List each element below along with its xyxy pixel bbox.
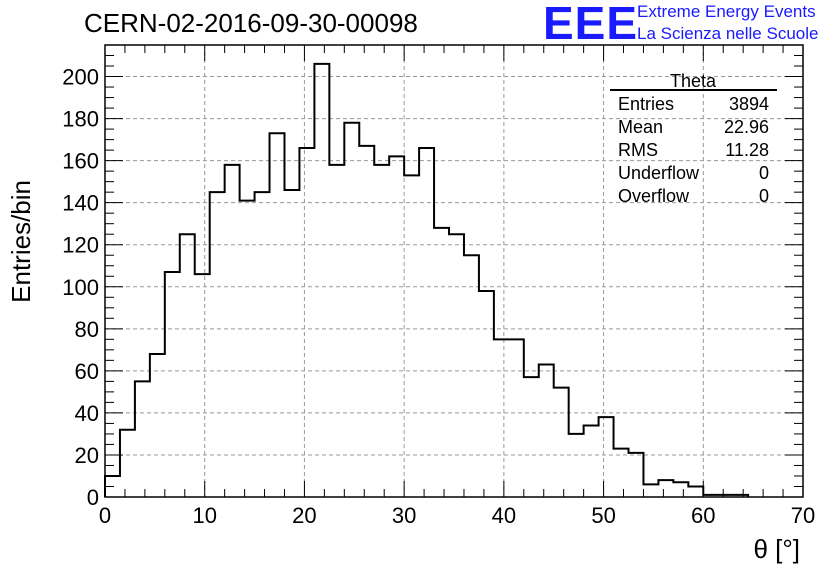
eee-logo: EEE (543, 0, 639, 49)
histogram-bin (359, 146, 374, 497)
histogram-bin (105, 476, 120, 497)
stats-row-value: 0 (759, 163, 769, 183)
x-tick-label: 30 (392, 503, 416, 528)
histogram-bin (524, 377, 539, 497)
histogram-bin (210, 192, 225, 497)
histogram-bin (449, 234, 464, 497)
histogram-bin (299, 148, 314, 497)
histogram-bin (539, 365, 554, 497)
stats-row-label: Mean (618, 117, 663, 137)
stats-box-title: Theta (670, 71, 717, 91)
x-tick-label: 70 (791, 503, 815, 528)
histogram-bin (554, 388, 569, 497)
stats-row-label: Entries (618, 94, 674, 114)
histogram-outline (104, 62, 750, 497)
histogram-bin (374, 165, 389, 497)
histogram-bin (180, 234, 195, 497)
histogram-bin (255, 192, 270, 497)
histogram-bin (688, 486, 703, 497)
y-tick-label: 100 (62, 275, 99, 300)
histogram-bin (643, 484, 658, 497)
histogram-bin (419, 148, 434, 497)
y-tick-label: 160 (62, 149, 99, 174)
histogram-bin (479, 291, 494, 497)
histogram-bin (240, 201, 255, 497)
stats-row-label: Overflow (618, 186, 690, 206)
x-tick-label: 60 (691, 503, 715, 528)
histogram-bin (614, 449, 629, 497)
histogram-bin (284, 190, 299, 497)
histogram-bin (314, 64, 329, 497)
y-axis-label: Entries/bin (6, 180, 36, 303)
histogram-bin (404, 175, 419, 497)
y-tick-label: 80 (75, 317, 99, 342)
tick-labels: 0 10 20 30 40 50 60 70 0 20 40 60 80 100 120 140 160 180 2… (62, 65, 815, 528)
x-tick-label: 50 (591, 503, 615, 528)
y-tick-label: 20 (75, 443, 99, 468)
histogram-bin (135, 381, 150, 497)
y-tick-label: 60 (75, 359, 99, 384)
histogram-bin (195, 274, 210, 497)
histogram-bin (270, 133, 285, 497)
x-tick-label: 0 (99, 503, 111, 528)
x-tick-label: 40 (492, 503, 516, 528)
axes-frame (104, 44, 804, 498)
histogram-bin (464, 255, 479, 497)
histogram-bin (599, 417, 614, 497)
y-tick-label: 200 (62, 65, 99, 90)
logo-line-1: Extreme Energy Events (637, 2, 816, 21)
x-axis-label: θ [°] (753, 534, 800, 564)
histogram-bin (120, 430, 135, 497)
histogram-bin (673, 482, 688, 497)
run-title: CERN-02-2016-09-30-00098 (84, 8, 418, 38)
histogram-bin (434, 228, 449, 497)
stats-row-value: 22.96 (724, 117, 769, 137)
stats-row-value: 3894 (729, 94, 769, 114)
y-tick-label: 180 (62, 107, 99, 132)
x-tick-label: 10 (192, 503, 216, 528)
stats-row-value: 0 (759, 186, 769, 206)
histogram-bin (569, 434, 584, 497)
histogram-bin (329, 165, 344, 497)
grid-lines (105, 45, 803, 497)
histogram-bin (629, 453, 644, 497)
histogram-bin (584, 426, 599, 497)
stats-row-label: Underflow (618, 163, 700, 183)
stats-row-value: 11.28 (725, 140, 769, 160)
histogram-bin (509, 339, 524, 497)
x-tick-label: 20 (292, 503, 316, 528)
histogram-bin (389, 156, 404, 497)
histogram-bin (494, 339, 509, 497)
histogram-bin (658, 480, 673, 497)
stats-box: Theta Entries 3894 Mean 22.96 RMS 11.28 Underf… (610, 71, 777, 206)
histogram-bin (344, 123, 359, 497)
plot-frame (104, 44, 804, 498)
logo-line-2: La Scienza nelle Scuole (637, 24, 819, 43)
histogram-bin (225, 165, 240, 497)
histogram-bin (165, 272, 180, 497)
histogram-bin (150, 354, 165, 497)
y-tick-label: 120 (62, 233, 99, 258)
y-tick-label: 140 (62, 191, 99, 216)
axis-ticks (104, 44, 804, 498)
stats-row-label: RMS (618, 140, 658, 160)
y-tick-label: 0 (87, 485, 99, 510)
y-tick-label: 40 (75, 401, 99, 426)
